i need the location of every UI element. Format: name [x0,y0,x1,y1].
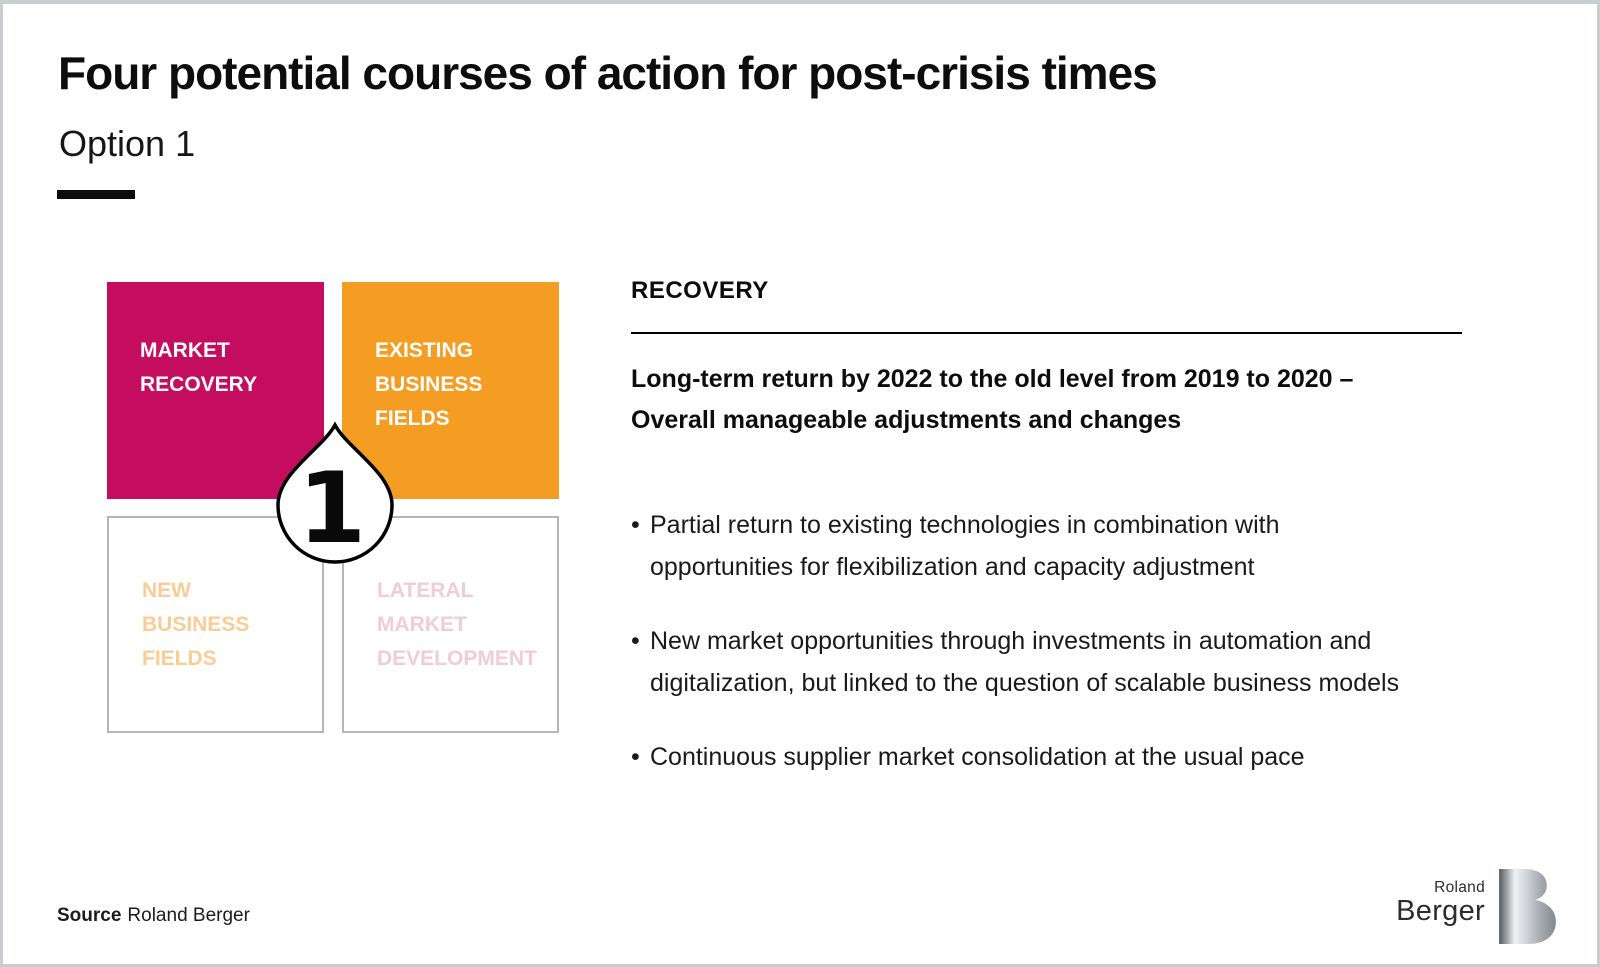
heading-rule [631,332,1462,334]
bullet-line: digitalization, but linked to the questi… [650,669,1400,697]
bullet-line: opportunities for flexibilization and ca… [650,553,1255,581]
quadrant-label-line: MARKET [140,339,230,362]
quadrant-label-line: BUSINESS [375,373,483,396]
bullet-line: Partial return to existing technologies … [650,511,1280,539]
roland-berger-logo-mark [1499,869,1556,944]
option-number-badge: 1 [276,421,394,566]
page-title: Four potential courses of action for pos… [58,47,1158,99]
quadrant-label-line: EXISTING [375,339,474,362]
bullet-line: New market opportunities through investm… [650,627,1372,655]
teardrop-shape [276,421,394,564]
bullet-line: Continuous supplier market consolidation… [650,743,1305,771]
logo-b-shape [1499,869,1556,944]
roland-berger-wordmark: Roland Berger [1396,879,1485,927]
title-underline-dash [57,190,135,199]
source-label: Source [57,905,122,926]
bullet-item: New market opportunities through investm… [631,620,1399,704]
badge-number: 1 [298,452,366,566]
source-note: Source Roland Berger [57,904,250,928]
bullet-item: Continuous supplier market consolidation… [631,736,1399,778]
quadrant-label-line: DEVELOPMENT [377,647,537,670]
bullet-item: Partial return to existing technologies … [631,504,1399,588]
logo-text-roland: Roland [1434,879,1485,896]
panel-heading: RECOVERY [631,277,769,304]
bullet-list: Partial return to existing technologies … [631,504,1399,810]
quadrant-label-line: BUSINESS [142,613,250,636]
lead-line: Long-term return by 2022 to the old leve… [631,365,1354,393]
logo-text-berger: Berger [1396,895,1485,927]
quadrant-label-line: NEW [142,579,191,602]
quadrant-market-recovery: MARKET RECOVERY [107,282,324,499]
source-value: Roland Berger [127,905,250,926]
page-subtitle: Option 1 [59,123,196,164]
quadrant-new-business-fields: NEW BUSINESS FIELDS [107,516,324,733]
lead-line: Overall manageable adjustments and chang… [631,406,1182,434]
quadrant-label-line: FIELDS [142,647,217,670]
quadrant-label-line: MARKET [377,613,467,636]
quadrant-label-line: LATERAL [377,579,474,602]
quadrant-label-line: RECOVERY [140,373,258,396]
quadrant-lateral-market-development: LATERAL MARKET DEVELOPMENT [342,516,559,733]
quadrant-existing-business-fields: EXISTING BUSINESS FIELDS [342,282,559,499]
panel-lead: Long-term return by 2022 to the old leve… [631,359,1353,441]
quadrant-label-line: FIELDS [375,407,450,430]
